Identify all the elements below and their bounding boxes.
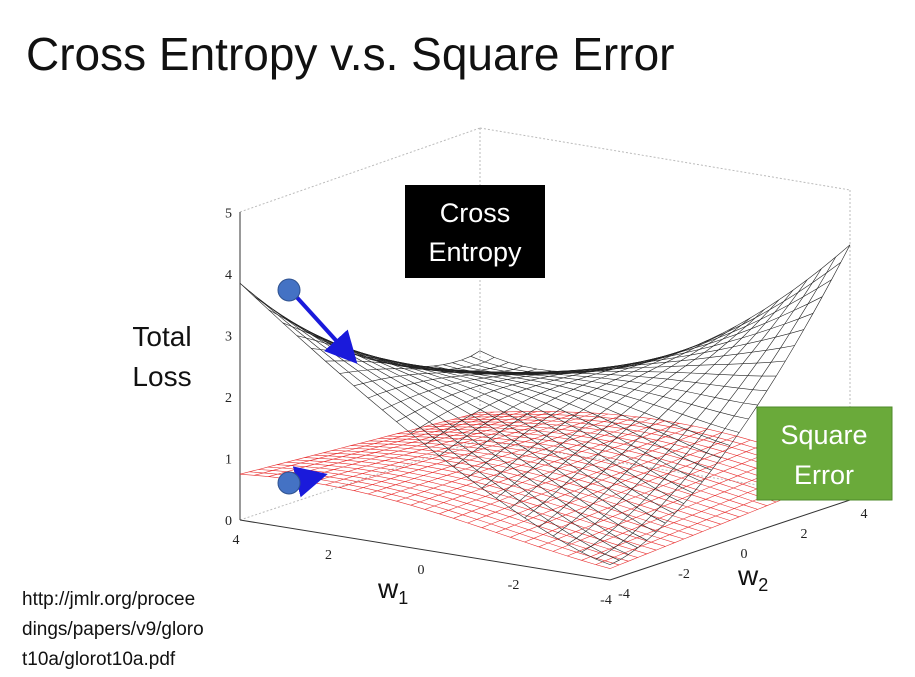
- w2-tick-label: -4: [618, 587, 630, 602]
- w2-tick-label: 4: [861, 507, 868, 522]
- mesh-line: [538, 299, 780, 528]
- w2-letter: w: [737, 560, 759, 591]
- mesh-line: [524, 443, 765, 543]
- z-tick-label: 3: [225, 330, 232, 345]
- mesh-line: [378, 438, 749, 514]
- w1-tick-label: 4: [233, 533, 240, 548]
- point: [277, 278, 301, 302]
- w1-label: w1: [377, 573, 408, 608]
- mesh-line: [581, 268, 822, 553]
- mesh-line: [467, 340, 708, 478]
- z-label: Total: [132, 321, 191, 352]
- mesh-line: [461, 279, 832, 375]
- surfaces: [239, 244, 851, 569]
- mesh-line: [481, 432, 723, 528]
- mesh-line: [443, 421, 814, 488]
- mesh-line: [378, 361, 749, 420]
- mesh-line: [452, 296, 823, 375]
- mesh-line: [304, 457, 675, 543]
- z-tick-label: 4: [225, 268, 232, 283]
- mesh-line: [538, 448, 779, 548]
- callout-text: Cross: [440, 198, 511, 228]
- w2-tick-label: -2: [678, 567, 690, 582]
- mesh-line: [239, 282, 611, 565]
- mesh-line: [406, 431, 777, 503]
- mesh-line: [424, 426, 795, 495]
- mesh-line: [268, 309, 509, 373]
- w2-tick-label: 0: [741, 547, 748, 562]
- mesh-line: [595, 256, 837, 560]
- w2-label: w2: [737, 560, 768, 595]
- w1-tick-label: 0: [418, 563, 425, 578]
- source-link: http://jmlr.org/procee: [22, 589, 195, 610]
- z-tick-label: 2: [225, 391, 232, 406]
- w1-axis: [239, 519, 611, 581]
- mesh-line: [359, 356, 731, 446]
- mesh-line: [496, 435, 737, 533]
- mesh-line: [567, 279, 808, 545]
- mesh-line: [524, 308, 765, 519]
- mesh-line: [510, 317, 751, 509]
- box-edge: [479, 127, 851, 191]
- w1-subscript: 1: [398, 588, 408, 608]
- w2-axis: [609, 499, 851, 581]
- mesh-line: [433, 423, 804, 492]
- mesh-line: [254, 296, 495, 370]
- mesh-line: [481, 333, 723, 489]
- mesh-line: [496, 325, 737, 499]
- callout-text: Entropy: [428, 237, 522, 267]
- mesh-line: [609, 244, 851, 565]
- w1-tick-label: 2: [325, 548, 332, 563]
- mesh-line: [396, 433, 767, 506]
- mesh-line: [552, 289, 794, 537]
- mesh-line: [396, 364, 767, 392]
- mesh-line: [470, 262, 841, 374]
- w2-tick-label: 2: [801, 527, 808, 542]
- w2-subscript: 2: [758, 575, 768, 595]
- mesh-line: [359, 443, 731, 521]
- mesh-line: [439, 423, 680, 515]
- source-link: t10a/glorot10a.pdf: [22, 649, 176, 670]
- point: [277, 471, 301, 495]
- source-link: dings/papers/v9/gloro: [22, 619, 204, 640]
- w1-tick-label: -4: [600, 593, 612, 608]
- square-error-callout: [756, 406, 893, 501]
- callout-text: Error: [794, 460, 854, 490]
- mesh-line: [453, 425, 694, 519]
- z-tick-label: 1: [225, 453, 232, 468]
- mesh-line: [369, 358, 740, 433]
- w1-letter: w: [377, 573, 399, 604]
- slide-title: Cross Entropy v.s. Square Error: [26, 28, 674, 80]
- z-tick-label: 5: [225, 207, 232, 222]
- gradient-arrow: [290, 290, 358, 364]
- mesh-line: [276, 312, 648, 541]
- z-label: Loss: [132, 361, 191, 392]
- mesh-line: [387, 363, 758, 406]
- callout-text: Square: [780, 420, 867, 450]
- cross-entropy-callout: [405, 185, 545, 278]
- mesh-line: [552, 452, 794, 552]
- z-tick-label: 0: [225, 514, 232, 529]
- mesh-line: [479, 244, 851, 373]
- w1-tick-label: -2: [508, 578, 520, 593]
- mesh-line: [369, 440, 740, 518]
